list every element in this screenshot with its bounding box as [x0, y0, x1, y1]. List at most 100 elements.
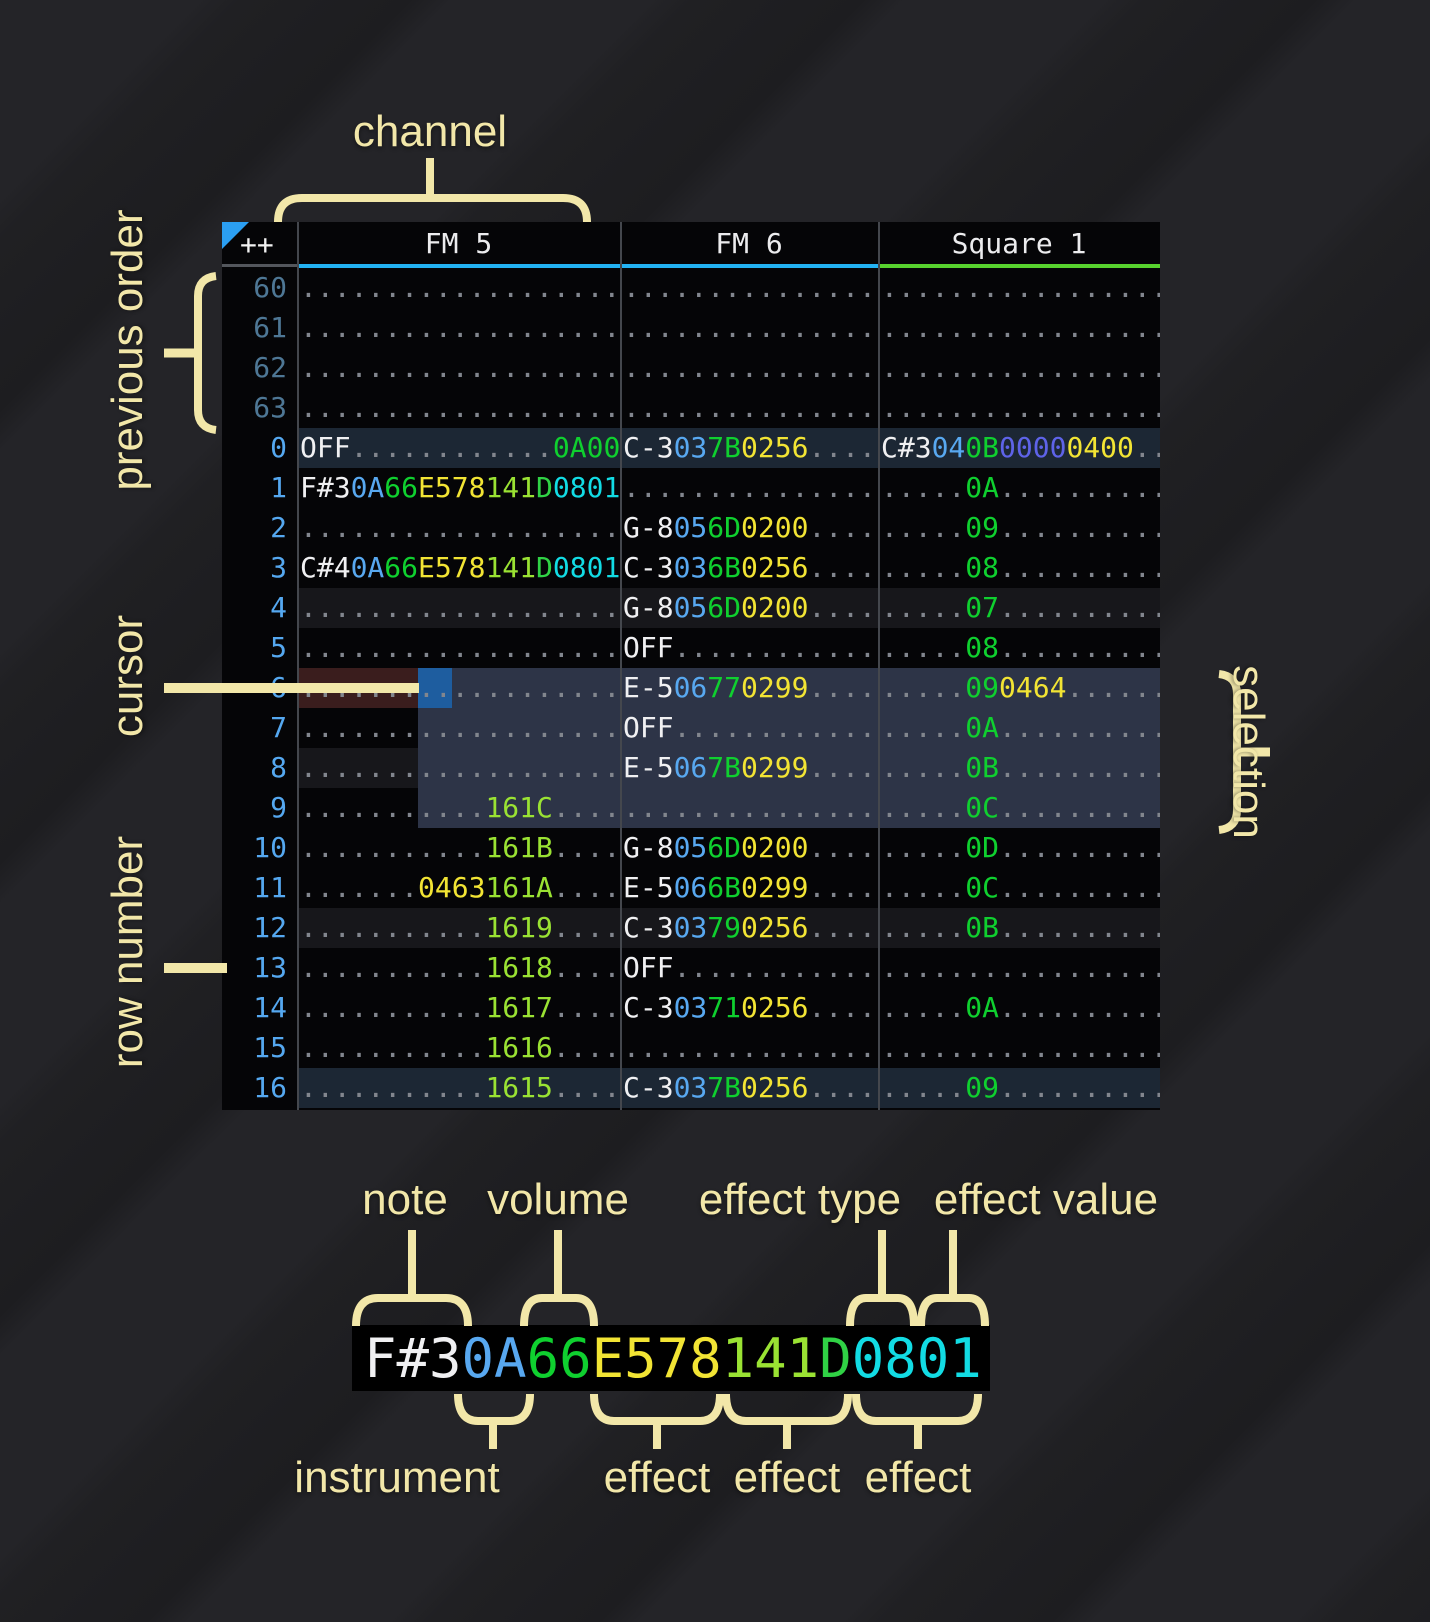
- selection-highlight: [418, 788, 1160, 828]
- effect1-bracket: [590, 1393, 724, 1425]
- pattern-row[interactable]: 63......................................…: [222, 388, 1160, 428]
- pattern-row[interactable]: 12 ...........1619.... C-303790256........…: [222, 908, 1160, 948]
- cell-fm5[interactable]: ...........1617....: [300, 991, 620, 1024]
- channel-header-fm5[interactable]: FM 5: [424, 227, 493, 260]
- cell-fm6[interactable]: C-3037B0256....: [623, 1071, 876, 1104]
- cell-square1[interactable]: ...................: [881, 1031, 1160, 1064]
- pattern-row[interactable]: 0 OFF............0A00 C-3037B0256.... C#304…: [222, 428, 1160, 468]
- cell-square1[interactable]: .....0B............: [881, 911, 1160, 944]
- cell-square1[interactable]: ...................: [881, 391, 1160, 424]
- cell-fm6[interactable]: ...............: [623, 391, 876, 424]
- pattern-row[interactable]: 4................... G-8056D0200.........…: [222, 588, 1160, 628]
- pattern-row[interactable]: 8................... E-5067B0299.........…: [222, 748, 1160, 788]
- channel-header-fm6[interactable]: FM 6: [715, 227, 783, 260]
- selection-highlight: [418, 708, 1160, 748]
- cell-fm5[interactable]: F#30A66E578141D0801: [300, 471, 620, 504]
- cell-fm5[interactable]: ...................: [300, 271, 620, 304]
- cell-fm6[interactable]: G-8056D0200....: [623, 591, 876, 624]
- cell-square1[interactable]: .....0C............: [881, 871, 1160, 904]
- cell-square1[interactable]: .....090464........: [881, 671, 1160, 704]
- cell-fm5[interactable]: ...................: [300, 511, 620, 544]
- pattern-row[interactable]: 16 ...........1615.... C-3037B0256........…: [222, 1068, 1160, 1108]
- cell-fm6[interactable]: C-3037B0256....: [623, 431, 876, 464]
- cell-fm6[interactable]: E-5067B0299....: [623, 751, 876, 784]
- cell-fm5[interactable]: ...................: [300, 391, 620, 424]
- cell-fm6[interactable]: ...............: [623, 471, 876, 504]
- cell-square1[interactable]: ...................: [881, 271, 1160, 304]
- cell-square1[interactable]: ...................: [881, 351, 1160, 384]
- cell-fm6[interactable]: ...............: [623, 271, 876, 304]
- pattern-row[interactable]: 1 F#30A66E578141D0801....................…: [222, 468, 1160, 508]
- cell-fm5[interactable]: .......0463161A....: [300, 871, 620, 904]
- cell-fm5[interactable]: ...................: [300, 591, 620, 624]
- pattern-row[interactable]: 6................... E-506770299.........…: [222, 668, 1160, 708]
- pattern-row[interactable]: 2................... G-8056D0200.........…: [222, 508, 1160, 548]
- cell-square1[interactable]: .....08............: [881, 551, 1160, 584]
- row-highlight: [297, 1068, 1160, 1108]
- cell-fm5[interactable]: ...........161C....: [300, 791, 620, 824]
- cursor-label: cursor: [103, 614, 152, 738]
- row-number: 13: [253, 951, 287, 984]
- cell-fm6[interactable]: ...............: [623, 311, 876, 344]
- pattern-row[interactable]: 61......................................…: [222, 308, 1160, 348]
- row-highlight: [297, 908, 1160, 948]
- pattern-row[interactable]: 7................... OFF.................…: [222, 708, 1160, 748]
- cell-square1[interactable]: .....0A............: [881, 711, 1160, 744]
- effect-value-bracket: [917, 1294, 989, 1327]
- cell-fm6[interactable]: ...............: [623, 791, 876, 824]
- pattern-editor[interactable]: ++ FM 5 FM 6 Square 1 60................…: [222, 222, 1160, 1110]
- pattern-row[interactable]: 5................... OFF.................…: [222, 628, 1160, 668]
- cell-fm6[interactable]: G-8056D0200....: [623, 831, 876, 864]
- cell-fm6[interactable]: OFF............: [623, 951, 876, 984]
- cell-square1[interactable]: .....0D............: [881, 831, 1160, 864]
- pattern-row[interactable]: 60......................................…: [222, 268, 1160, 308]
- cell-fm5[interactable]: ...................: [300, 631, 620, 664]
- cell-fm6[interactable]: ...............: [623, 351, 876, 384]
- cell-fm6[interactable]: ...............: [623, 1031, 876, 1064]
- cell-fm6[interactable]: E-506770299....: [623, 671, 876, 704]
- cell-fm5[interactable]: ...........161B....: [300, 831, 620, 864]
- cell-fm5[interactable]: ...................: [300, 671, 620, 704]
- cell-square1[interactable]: ...................: [881, 311, 1160, 344]
- cell-fm5[interactable]: ...........1618....: [300, 951, 620, 984]
- channel-header-square1[interactable]: Square 1: [951, 227, 1087, 260]
- cell-square1[interactable]: .....0C............: [881, 791, 1160, 824]
- pattern-row[interactable]: 11 .......0463161A.... E-5066B0299........…: [222, 868, 1160, 908]
- cell-square1[interactable]: .....0A............: [881, 471, 1160, 504]
- cell-fm5[interactable]: ...................: [300, 751, 620, 784]
- pattern-row[interactable]: 3 C#40A66E578141D0801 C-3036B0256.........…: [222, 548, 1160, 588]
- cell-fm5[interactable]: ...................: [300, 711, 620, 744]
- cell-fm6[interactable]: C-303710256....: [623, 991, 876, 1024]
- cell-fm5[interactable]: C#40A66E578141D0801: [300, 551, 620, 584]
- cell-fm6[interactable]: OFF............: [623, 711, 876, 744]
- cell-square1[interactable]: .....0B............: [881, 751, 1160, 784]
- pattern-row[interactable]: 13 ...........1618.... OFF................…: [222, 948, 1160, 988]
- cell-fm5[interactable]: ...........1615....: [300, 1071, 620, 1104]
- cell-fm5[interactable]: ...................: [300, 311, 620, 344]
- selection-highlight: [452, 668, 1160, 708]
- cell-fm6[interactable]: C-303790256....: [623, 911, 876, 944]
- cell-square1[interactable]: .....0A............: [881, 991, 1160, 1024]
- pattern-rows[interactable]: 60......................................…: [222, 268, 1160, 1108]
- cell-fm5[interactable]: OFF............0A00: [300, 431, 620, 464]
- cell-square1[interactable]: .....09............: [881, 511, 1160, 544]
- cell-fm5[interactable]: ...........1616....: [300, 1031, 620, 1064]
- pattern-row[interactable]: 15 ...........1616.......................…: [222, 1028, 1160, 1068]
- cell-fm6[interactable]: OFF............: [623, 631, 876, 664]
- cell-fm5[interactable]: ...........1619....: [300, 911, 620, 944]
- row-number: 62: [253, 351, 287, 384]
- pattern-row[interactable]: 14 ...........1617.... C-303710256........…: [222, 988, 1160, 1028]
- pattern-row[interactable]: 9 ...........161C........................…: [222, 788, 1160, 828]
- cell-fm6[interactable]: C-3036B0256....: [623, 551, 876, 584]
- cell-square1[interactable]: .....07............: [881, 591, 1160, 624]
- pattern-row[interactable]: 10 ...........161B.... G-8056D0200........…: [222, 828, 1160, 868]
- cell-fm6[interactable]: E-5066B0299....: [623, 871, 876, 904]
- cell-square1[interactable]: .....09............: [881, 1071, 1160, 1104]
- cell-square1[interactable]: ...................: [881, 951, 1160, 984]
- cell-fm5[interactable]: ...................: [300, 351, 620, 384]
- order-corner[interactable]: ++: [222, 222, 297, 267]
- cell-fm6[interactable]: G-8056D0200....: [623, 511, 876, 544]
- pattern-row[interactable]: 62......................................…: [222, 348, 1160, 388]
- cell-square1[interactable]: .....08............: [881, 631, 1160, 664]
- cell-square1[interactable]: C#3040B00000400....: [881, 431, 1160, 464]
